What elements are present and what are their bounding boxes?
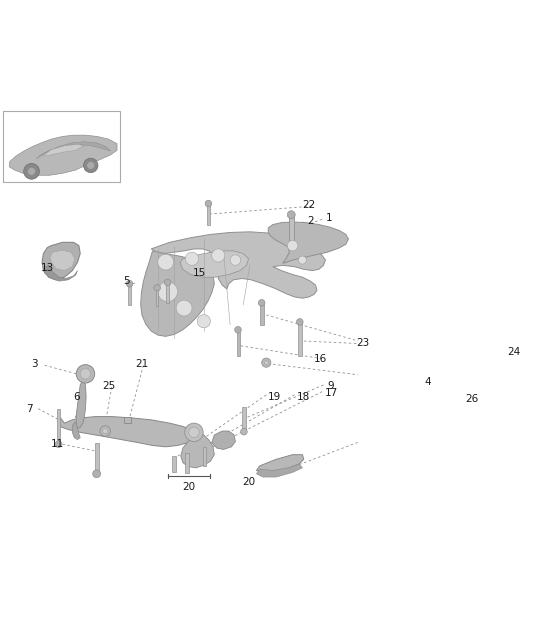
Polygon shape [242, 407, 246, 430]
Text: 23: 23 [356, 338, 370, 348]
FancyBboxPatch shape [3, 111, 120, 182]
Circle shape [93, 470, 101, 478]
Polygon shape [95, 443, 99, 472]
Polygon shape [237, 331, 240, 356]
Text: 20: 20 [242, 477, 255, 487]
Polygon shape [299, 323, 302, 356]
Circle shape [211, 249, 225, 262]
Text: 18: 18 [297, 392, 311, 402]
Polygon shape [43, 144, 84, 156]
Circle shape [230, 255, 241, 266]
Polygon shape [180, 251, 249, 277]
Text: 24: 24 [507, 347, 521, 357]
Circle shape [87, 161, 95, 170]
Polygon shape [256, 455, 304, 472]
Circle shape [258, 300, 265, 306]
Polygon shape [207, 205, 210, 225]
Polygon shape [44, 266, 77, 281]
Polygon shape [57, 409, 60, 443]
Circle shape [197, 315, 210, 328]
Circle shape [241, 428, 247, 435]
Text: 17: 17 [325, 388, 338, 398]
Polygon shape [172, 456, 176, 472]
Polygon shape [50, 250, 75, 271]
Polygon shape [256, 464, 302, 477]
Text: 22: 22 [302, 200, 316, 210]
Text: 19: 19 [268, 392, 282, 402]
Text: 6: 6 [74, 392, 80, 402]
Text: 15: 15 [193, 268, 207, 278]
Polygon shape [42, 242, 80, 280]
Circle shape [287, 241, 298, 251]
Circle shape [154, 284, 160, 291]
Polygon shape [181, 432, 214, 468]
Polygon shape [72, 422, 80, 440]
Polygon shape [268, 222, 348, 263]
Polygon shape [36, 142, 111, 159]
Text: 11: 11 [51, 439, 64, 449]
Text: 3: 3 [32, 359, 38, 369]
Circle shape [299, 256, 306, 264]
Polygon shape [203, 447, 207, 466]
Text: 21: 21 [135, 359, 148, 369]
Circle shape [76, 365, 95, 383]
Circle shape [102, 428, 108, 434]
Polygon shape [128, 285, 131, 305]
Polygon shape [141, 251, 214, 337]
Polygon shape [124, 416, 131, 423]
Polygon shape [58, 416, 196, 447]
Circle shape [205, 200, 211, 207]
Circle shape [296, 318, 303, 325]
Polygon shape [166, 284, 169, 303]
Text: 16: 16 [314, 354, 328, 364]
Circle shape [189, 427, 199, 438]
Circle shape [80, 369, 90, 379]
Circle shape [28, 168, 35, 175]
Text: 2: 2 [308, 215, 314, 225]
Text: 20: 20 [182, 482, 195, 492]
Polygon shape [185, 453, 189, 473]
Text: 4: 4 [424, 377, 431, 387]
Circle shape [176, 300, 192, 316]
Circle shape [158, 282, 178, 301]
Circle shape [158, 254, 173, 270]
Circle shape [235, 327, 241, 333]
Circle shape [262, 358, 271, 367]
Polygon shape [211, 431, 235, 450]
Circle shape [264, 360, 268, 365]
Text: 9: 9 [328, 381, 334, 391]
Circle shape [100, 426, 111, 436]
Circle shape [165, 279, 171, 286]
Text: 1: 1 [326, 213, 333, 223]
Text: 13: 13 [41, 263, 54, 273]
Polygon shape [9, 135, 117, 175]
Circle shape [287, 211, 295, 219]
Text: 26: 26 [465, 394, 479, 404]
Circle shape [185, 423, 203, 441]
Polygon shape [289, 216, 294, 242]
Text: 5: 5 [124, 276, 130, 286]
Polygon shape [156, 289, 159, 306]
Circle shape [23, 163, 39, 179]
Text: 7: 7 [26, 404, 33, 414]
Polygon shape [76, 382, 86, 428]
Polygon shape [261, 303, 264, 325]
Circle shape [185, 252, 198, 266]
Circle shape [126, 281, 133, 287]
Circle shape [55, 441, 62, 448]
Text: 25: 25 [102, 381, 115, 391]
Circle shape [83, 158, 98, 173]
Polygon shape [151, 232, 325, 298]
